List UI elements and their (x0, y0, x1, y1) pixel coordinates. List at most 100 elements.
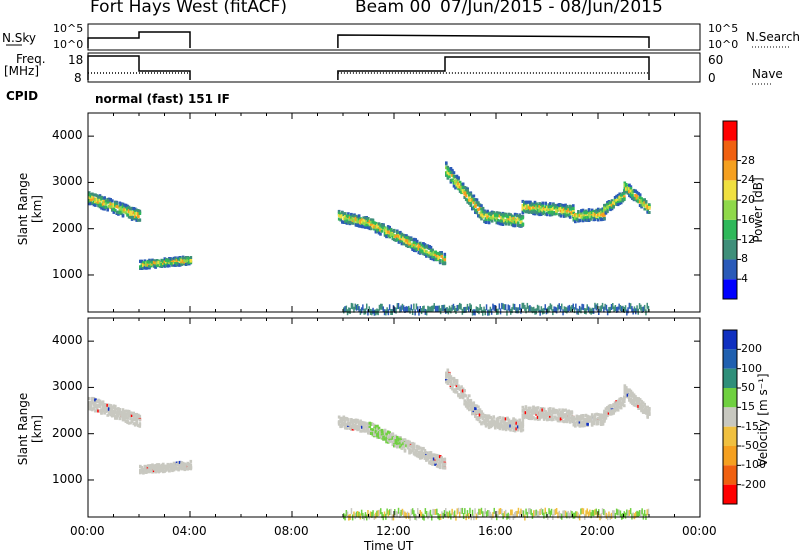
echo-cell (412, 447, 416, 451)
echo-cell (568, 207, 572, 211)
echo-cell (558, 419, 561, 423)
near-range-cell (604, 303, 606, 310)
echo-cell (523, 416, 526, 420)
echo-cell (529, 210, 532, 214)
echo-cell (155, 259, 159, 263)
echo-cell (391, 235, 395, 239)
echo-cell (590, 211, 594, 215)
echo-cell (441, 458, 445, 461)
echo-cell (572, 207, 575, 211)
near-range-cell (425, 511, 428, 517)
echo-cell (498, 422, 502, 426)
echo-cell (565, 205, 569, 209)
echo-cell (615, 403, 618, 407)
echo-cell (423, 243, 427, 247)
near-range-cell (637, 511, 639, 518)
echo-cell (362, 225, 365, 229)
echo-cell (626, 189, 630, 193)
echo-cell (428, 251, 431, 255)
echo-cell (518, 223, 521, 227)
near-range-cell (529, 305, 531, 312)
near-range-cell (615, 508, 618, 515)
echo-cell (146, 263, 150, 267)
echo-cell (348, 218, 352, 222)
echo-cell (607, 404, 611, 408)
near-range-cell (462, 307, 465, 314)
echo-cell (558, 414, 561, 418)
echo-cell (354, 427, 358, 431)
echo-cell (101, 207, 105, 211)
echo-cell (621, 199, 625, 203)
echo-cell (423, 253, 427, 256)
echo-cell (490, 216, 494, 220)
echo-cell (426, 253, 430, 257)
echo-cell (490, 212, 494, 216)
near-range-cell (456, 508, 458, 515)
echo-cell (445, 166, 448, 170)
echo-cell (475, 410, 479, 414)
near-range-cell (533, 510, 535, 517)
echo-cell (154, 465, 157, 468)
echo-cell (533, 200, 537, 204)
echo-cell (455, 180, 459, 184)
near-range-cell (621, 306, 623, 313)
echo-cell (618, 401, 621, 405)
echo-cell (432, 258, 436, 262)
near-range-cell (461, 507, 464, 514)
nsky-panel (87, 23, 701, 51)
echo-cell (587, 418, 591, 422)
echo-cell (619, 406, 623, 410)
echo-cell (612, 411, 615, 415)
freq-line (87, 55, 191, 80)
echo-cell (458, 180, 462, 184)
echo-cell (94, 398, 97, 402)
echo-cell (577, 418, 580, 422)
echo-cell (593, 212, 597, 216)
echo-cell (507, 427, 511, 431)
echo-cell (498, 416, 502, 419)
echo-cell (520, 429, 523, 433)
echo-cell (189, 463, 193, 467)
echo-cell (91, 399, 94, 403)
echo-cell (648, 407, 651, 411)
echo-cell (174, 464, 177, 468)
echo-cell (397, 239, 401, 243)
echo-cell (635, 196, 639, 200)
echo-cell (342, 422, 346, 426)
echo-cell (371, 428, 375, 432)
near-range-cell (489, 306, 492, 313)
near-range-cell (559, 513, 562, 519)
colorbar-swatch (723, 426, 737, 446)
echo-cell (425, 451, 428, 455)
echo-cell (157, 263, 160, 267)
near-range-cell (511, 509, 513, 516)
echo-cell (405, 240, 408, 244)
near-range-cell (520, 508, 522, 515)
echo-cell (135, 218, 138, 222)
echo-cell (359, 424, 362, 428)
echo-cell (637, 199, 640, 203)
echo-cell (348, 422, 352, 426)
echo-cell (510, 423, 514, 427)
freq-tick-high: 18 (68, 53, 84, 67)
echo-cell (406, 241, 410, 245)
echo-cell (520, 224, 523, 228)
echo-cell (188, 261, 191, 264)
echo-cell (362, 424, 365, 428)
near-range-cell (535, 308, 537, 315)
echo-cell (641, 410, 645, 414)
echo-cell (559, 207, 563, 210)
echo-cell (521, 423, 525, 427)
echo-cell (449, 171, 453, 175)
echo-cell (417, 446, 421, 450)
echo-cell (367, 422, 370, 426)
echo-cell (362, 216, 365, 220)
echo-cell (527, 417, 531, 420)
echo-cell (487, 212, 491, 216)
echo-cell (481, 209, 485, 213)
echo-cell (138, 422, 142, 426)
echo-cell (595, 418, 598, 422)
echo-cell (549, 205, 552, 209)
echo-cell (559, 214, 563, 218)
near-range-cell (575, 303, 577, 310)
